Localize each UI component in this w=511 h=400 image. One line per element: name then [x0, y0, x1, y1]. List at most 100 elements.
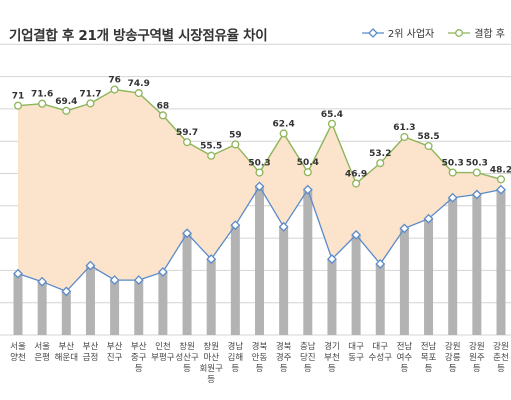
bar-second-13 [327, 259, 337, 335]
x-tick-label-19: 강원 원주 등 [469, 341, 485, 374]
marker-second-8 [206, 254, 217, 265]
value-label-combined-6: 68 [157, 101, 170, 111]
bar-second-20 [496, 189, 506, 335]
marker-combined-4 [110, 85, 119, 94]
x-tick-label-10: 경북 안동 등 [252, 341, 268, 374]
chart-title: 기업결합 후 21개 방송구역별 시장점유율 차이 [9, 28, 268, 44]
x-tick-label-20: 강원 춘천 등 [493, 341, 509, 374]
marker-combined-18 [448, 168, 457, 177]
marker-combined-17 [424, 141, 433, 151]
value-label-combined-4: 76 [108, 76, 121, 86]
bar-second-4 [110, 280, 120, 335]
marker-second-10 [254, 181, 265, 192]
difference-area [18, 89, 501, 292]
x-tick-label-17: 전남 목포 등 [421, 341, 437, 374]
value-label-combined-9: 59 [229, 130, 242, 140]
bar-second-10 [255, 186, 264, 335]
value-label-combined-2: 69.4 [55, 97, 77, 107]
marker-combined-16 [400, 132, 409, 142]
legend-label-second: 2위 사업자 [387, 29, 435, 40]
marker-second-2 [61, 286, 72, 297]
x-tick-label-4: 부산 진구 [107, 341, 123, 363]
legend-item-combined: 결합 후 [448, 25, 505, 40]
value-label-combined-12: 50.4 [297, 158, 319, 168]
x-tick-label-2: 부산 해운대 [55, 341, 78, 363]
bar-second-3 [85, 265, 95, 335]
marker-second-20 [496, 184, 506, 195]
x-tick-label-8: 창원 마산 회원구 등 [199, 342, 223, 385]
marker-combined-8 [207, 151, 216, 160]
bar-second-7 [182, 233, 192, 335]
marker-combined-9 [231, 140, 240, 149]
value-label-combined-5: 74.9 [128, 79, 150, 89]
bar-second-0 [13, 273, 23, 335]
bar-second-8 [206, 259, 216, 335]
value-label-combined-7: 59.7 [176, 128, 198, 138]
marker-combined-13 [327, 119, 337, 128]
marker-combined-0 [13, 101, 23, 110]
marker-second-1 [37, 276, 48, 287]
value-label-combined-18: 50.3 [442, 159, 464, 169]
x-tick-label-16: 전남 여수 등 [397, 341, 413, 374]
marker-second-17 [423, 213, 434, 224]
value-label-combined-19: 50.3 [466, 159, 488, 169]
marker-second-3 [85, 260, 96, 271]
bar-second-5 [134, 280, 144, 335]
legend-circle-icon [448, 28, 471, 37]
marker-combined-6 [158, 111, 167, 120]
value-label-combined-10: 50.3 [248, 159, 270, 169]
marker-combined-1 [38, 99, 47, 108]
x-tick-label-5: 부산 중구 등 [131, 341, 147, 374]
x-tick-label-13: 경기 부천 등 [324, 341, 340, 374]
legend: 2위 사업자 결합 후 [361, 25, 505, 40]
bar-second-2 [61, 291, 71, 335]
x-tick-label-6: 인천 부평구 [151, 341, 175, 363]
marker-second-19 [471, 189, 482, 200]
bar-second-18 [448, 197, 458, 335]
bar-second-1 [37, 281, 47, 335]
bar-second-9 [230, 225, 240, 335]
marker-combined-19 [472, 168, 481, 177]
value-label-combined-13: 65.4 [321, 110, 343, 120]
marker-second-12 [302, 184, 313, 195]
marker-combined-2 [62, 106, 71, 115]
bar-second-19 [472, 194, 482, 335]
marker-second-5 [133, 275, 144, 286]
legend-label-combined: 결합 후 [474, 29, 505, 40]
bar-second-16 [399, 228, 409, 335]
bar-second-15 [375, 263, 385, 335]
x-tick-label-14: 대구 동구 [348, 342, 364, 363]
x-tick-label-12: 충남 당진 등 [300, 342, 316, 374]
value-label-combined-0: 71 [12, 92, 25, 102]
marker-second-6 [157, 267, 168, 277]
marker-combined-3 [86, 99, 95, 108]
value-label-combined-11: 62.4 [273, 119, 295, 129]
legend-item-second: 2위 사업자 [361, 25, 435, 40]
marker-second-9 [230, 220, 241, 231]
value-label-combined-3: 71.7 [79, 89, 101, 99]
marker-second-18 [447, 192, 458, 203]
marker-combined-14 [352, 179, 361, 188]
marker-combined-12 [303, 168, 312, 177]
bar-second-17 [424, 218, 434, 335]
marker-second-7 [182, 228, 192, 239]
value-label-combined-14: 46.9 [345, 170, 367, 180]
value-label-combined-1: 71.6 [31, 90, 53, 100]
x-tick-label-7: 창원 성산구 등 [175, 342, 199, 374]
marker-combined-10 [255, 168, 264, 177]
x-tick-label-15: 대구 수성구 [369, 342, 393, 363]
value-label-combined-16: 61.3 [393, 123, 415, 133]
x-tick-label-0: 서울 양천 [10, 342, 26, 363]
bar-second-14 [351, 234, 361, 335]
marker-combined-15 [376, 159, 385, 168]
bar-second-6 [158, 272, 168, 335]
marker-second-16 [399, 223, 410, 234]
value-label-combined-8: 55.5 [200, 142, 222, 152]
value-label-combined-17: 58.5 [417, 132, 439, 142]
marker-second-14 [351, 229, 362, 240]
value-label-combined-15: 53.2 [369, 149, 391, 159]
marker-second-13 [327, 254, 337, 265]
marker-combined-5 [134, 89, 143, 98]
marker-second-11 [278, 221, 289, 232]
